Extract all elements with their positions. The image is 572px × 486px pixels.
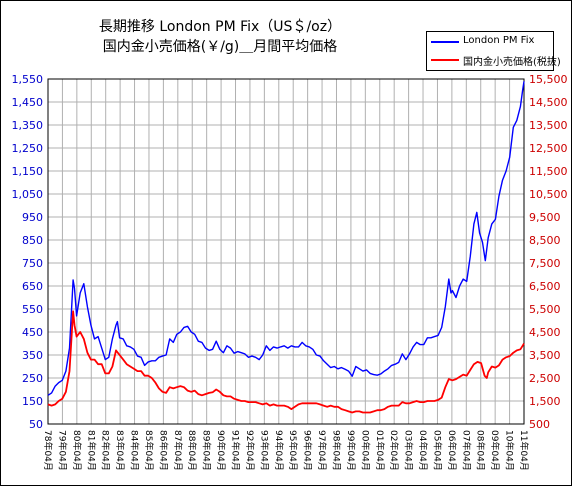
y-right-tick-label: 13,500 xyxy=(529,119,568,132)
x-tick-label: 02年04月 xyxy=(388,430,400,471)
x-tick-label: 97年04月 xyxy=(316,430,328,471)
y-right-tick-label: 10,500 xyxy=(529,188,568,201)
y-left-tick-label: 250 xyxy=(22,372,43,385)
y-right-tick-label: 14,500 xyxy=(529,96,568,109)
x-tick-label: 95年04月 xyxy=(287,430,299,471)
x-tick-label: 04年04月 xyxy=(417,430,429,471)
y-left-tick-label: 450 xyxy=(22,326,43,339)
x-tick-label: 00年04月 xyxy=(359,430,371,471)
y-left-tick-label: 150 xyxy=(22,395,43,408)
x-tick-label: 81年04月 xyxy=(85,430,97,471)
x-tick-label: 98年04月 xyxy=(330,430,342,471)
x-tick-label: 92年04月 xyxy=(244,430,256,471)
legend-item-domestic-gold: 国内金小売価格(税抜) xyxy=(427,52,561,68)
plot-area xyxy=(48,79,524,424)
y-right-tick-label: 9,500 xyxy=(529,211,561,224)
y-left-tick-label: 1,250 xyxy=(12,142,44,155)
plot-border xyxy=(47,78,525,425)
x-tick-label: 88年04月 xyxy=(186,430,198,471)
x-tick-label: 78年04月 xyxy=(42,430,54,471)
x-tick-label: 94年04月 xyxy=(273,430,285,471)
series-line-domestic-gold xyxy=(47,310,525,414)
y-left-tick-label: 850 xyxy=(22,234,43,247)
x-tick-label: 83年04月 xyxy=(114,430,126,471)
x-tick-label: 86年04月 xyxy=(157,430,169,471)
x-tick-label: 80年04月 xyxy=(71,430,83,471)
legend-label: London PM Fix xyxy=(463,35,535,46)
y-right-tick-label: 3,500 xyxy=(529,349,561,362)
y-right-tick-label: 7,500 xyxy=(529,257,561,270)
y-right-tick-label: 8,500 xyxy=(529,234,561,247)
x-tick-label: 91年04月 xyxy=(230,430,242,471)
legend-swatch-blue xyxy=(431,41,459,43)
chart-legend: London PM Fix 国内金小売価格(税抜) xyxy=(426,31,561,71)
x-tick-label: 01年04月 xyxy=(374,430,386,471)
x-tick-label: 11年04月 xyxy=(518,430,530,471)
x-tick-label: 87年04月 xyxy=(172,430,184,471)
x-tick-label: 09年04月 xyxy=(489,430,501,471)
y-left-tick-label: 1,050 xyxy=(12,188,44,201)
x-tick-label: 99年04月 xyxy=(345,430,357,471)
y-right-tick-label: 500 xyxy=(529,418,550,431)
y-left-tick-label: 350 xyxy=(22,349,43,362)
x-tick-label: 90年04月 xyxy=(215,430,227,471)
y-right-tick-label: 15,500 xyxy=(529,73,568,86)
x-tick-label: 84年04月 xyxy=(129,430,141,471)
series-line-london-pm-fix xyxy=(47,81,525,396)
y-right-tick-label: 4,500 xyxy=(529,326,561,339)
y-left-tick-label: 1,450 xyxy=(12,96,44,109)
x-tick-label: 05年04月 xyxy=(431,430,443,471)
y-right-tick-label: 6,500 xyxy=(529,280,561,293)
x-tick-label: 93年04月 xyxy=(258,430,270,471)
y-left-tick-label: 750 xyxy=(22,257,43,270)
x-tick-label: 79年04月 xyxy=(56,430,68,471)
y-left-tick-label: 1,350 xyxy=(12,119,44,132)
x-tick-label: 10年04月 xyxy=(504,430,516,471)
x-tick-label: 89年04月 xyxy=(201,430,213,471)
x-tick-label: 07年04月 xyxy=(460,430,472,471)
x-tick-label: 08年04月 xyxy=(475,430,487,471)
chart-title: 長期推移 London PM Fix（US＄/oz） xyxy=(98,19,342,35)
y-right-tick-label: 12,500 xyxy=(529,142,568,155)
y-left-tick-label: 1,150 xyxy=(12,165,44,178)
y-left-tick-label: 1,550 xyxy=(12,73,44,86)
x-tick-label: 96年04月 xyxy=(302,430,314,471)
y-right-tick-label: 11,500 xyxy=(529,165,568,178)
chart-subtitle: 国内金小売価格(￥/g)＿月間平均価格 xyxy=(102,39,338,55)
x-tick-label: 03年04月 xyxy=(403,430,415,471)
y-left-tick-label: 50 xyxy=(29,418,43,431)
legend-label: 国内金小売価格(税抜) xyxy=(463,57,561,68)
y-right-tick-label: 5,500 xyxy=(529,303,561,316)
y-right-tick-label: 1,500 xyxy=(529,395,561,408)
x-tick-label: 82年04月 xyxy=(100,430,112,471)
y-left-tick-label: 550 xyxy=(22,303,43,316)
y-left-tick-label: 950 xyxy=(22,211,43,224)
x-tick-label: 85年04月 xyxy=(143,430,155,471)
legend-item-london-pm-fix: London PM Fix xyxy=(427,34,553,50)
x-tick-label: 06年04月 xyxy=(446,430,458,471)
legend-swatch-red xyxy=(431,59,459,61)
y-right-tick-label: 2,500 xyxy=(529,372,561,385)
y-left-tick-label: 650 xyxy=(22,280,43,293)
